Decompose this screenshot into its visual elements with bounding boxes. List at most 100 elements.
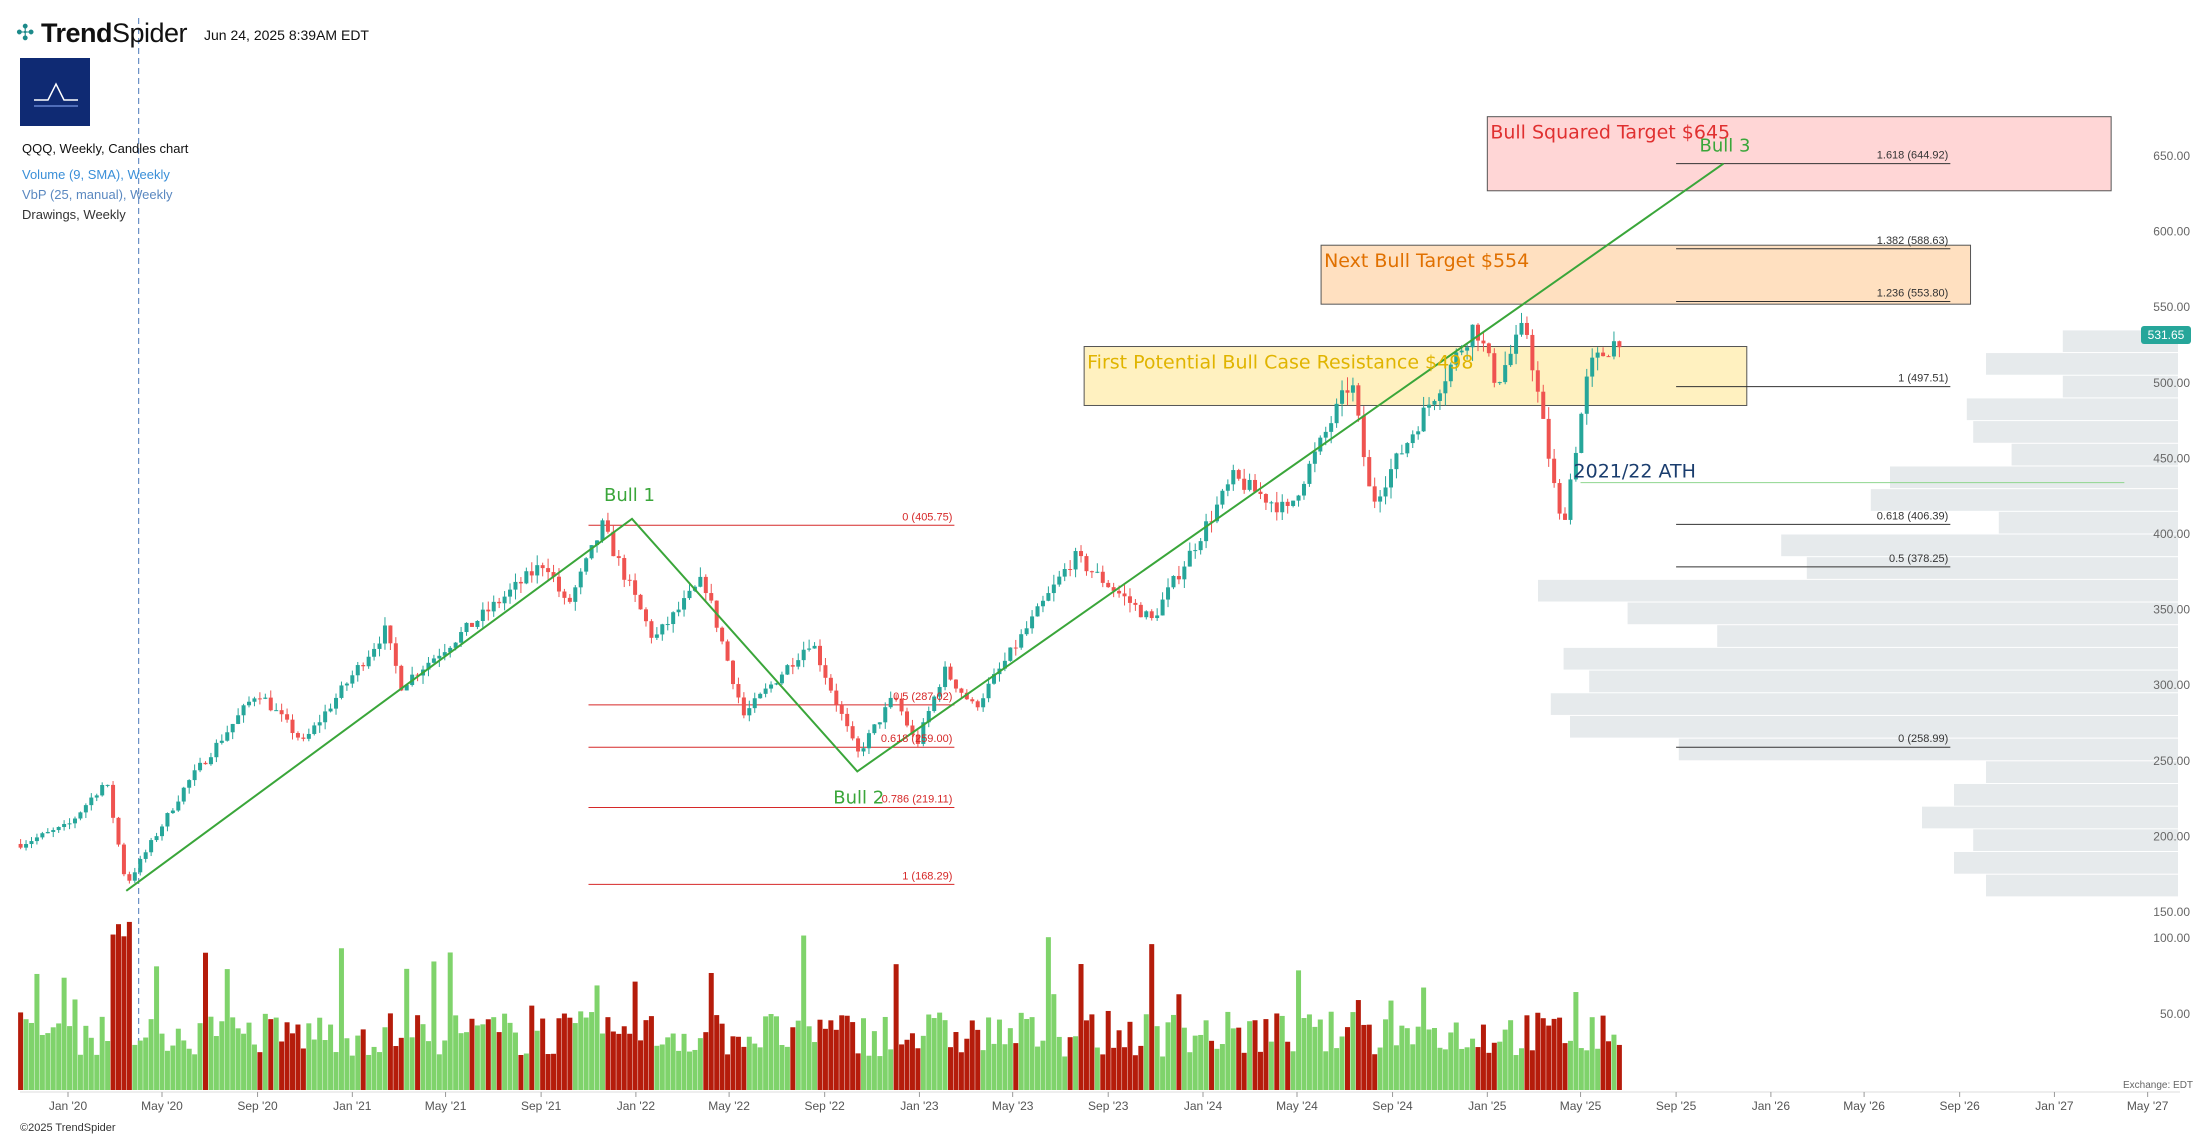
candle[interactable] <box>1421 407 1426 432</box>
candle[interactable] <box>1253 479 1258 492</box>
candle[interactable] <box>295 733 300 738</box>
candle[interactable] <box>676 609 681 613</box>
candle[interactable] <box>1318 437 1323 452</box>
legend-vbp[interactable]: VbP (25, manual), Weekly <box>22 187 173 202</box>
candle[interactable] <box>132 872 137 881</box>
candle[interactable] <box>344 683 349 686</box>
candle[interactable] <box>1051 584 1056 594</box>
candle[interactable] <box>268 697 273 711</box>
candle[interactable] <box>1508 353 1513 366</box>
candle[interactable] <box>34 837 39 842</box>
candle[interactable] <box>350 675 355 684</box>
candle[interactable] <box>513 581 518 590</box>
candle[interactable] <box>1546 418 1551 459</box>
candle[interactable] <box>1225 484 1230 491</box>
candle[interactable] <box>1242 478 1247 490</box>
candle[interactable] <box>671 612 676 625</box>
candle[interactable] <box>567 597 572 602</box>
candle[interactable] <box>187 780 192 788</box>
candle[interactable] <box>1035 606 1040 617</box>
candle[interactable] <box>219 740 224 743</box>
candle[interactable] <box>1427 404 1432 408</box>
candle[interactable] <box>263 697 268 699</box>
candle[interactable] <box>763 688 768 694</box>
candle[interactable] <box>83 805 88 813</box>
candle[interactable] <box>448 647 453 653</box>
candle[interactable] <box>556 576 561 592</box>
bull-trend-line[interactable] <box>125 162 1725 892</box>
candle[interactable] <box>894 697 899 699</box>
candle[interactable] <box>149 840 154 853</box>
candle[interactable] <box>208 757 213 765</box>
candle[interactable] <box>1106 582 1111 588</box>
candle[interactable] <box>1133 602 1138 605</box>
candle[interactable] <box>943 666 948 688</box>
candle[interactable] <box>1361 415 1366 458</box>
candle[interactable] <box>502 596 507 604</box>
candle[interactable] <box>589 545 594 559</box>
candle[interactable] <box>975 701 980 708</box>
candle[interactable] <box>415 674 420 676</box>
candle[interactable] <box>1144 611 1149 618</box>
candle[interactable] <box>1465 347 1470 351</box>
candle[interactable] <box>1008 647 1013 661</box>
candle[interactable] <box>1057 576 1062 585</box>
candle[interactable] <box>752 698 757 709</box>
candle[interactable] <box>665 624 670 626</box>
candle[interactable] <box>1160 599 1165 616</box>
candle[interactable] <box>257 698 262 700</box>
candle[interactable] <box>1503 365 1508 383</box>
candle[interactable] <box>1122 593 1127 597</box>
candle[interactable] <box>540 565 545 569</box>
candle[interactable] <box>491 601 496 612</box>
candle[interactable] <box>1236 470 1241 479</box>
candle[interactable] <box>790 665 795 667</box>
candle[interactable] <box>442 652 447 656</box>
candle[interactable] <box>1030 616 1035 629</box>
candle[interactable] <box>1171 575 1176 588</box>
candle[interactable] <box>1301 483 1306 496</box>
candle[interactable] <box>1372 486 1377 502</box>
candle[interactable] <box>372 648 377 657</box>
candle[interactable] <box>165 813 170 827</box>
candle[interactable] <box>785 665 790 675</box>
candle[interactable] <box>486 609 491 612</box>
candle[interactable] <box>170 810 175 814</box>
candle[interactable] <box>1231 470 1236 485</box>
candle[interactable] <box>616 556 621 559</box>
candle[interactable] <box>1367 457 1372 487</box>
candle[interactable] <box>56 827 61 831</box>
candle[interactable] <box>361 665 366 667</box>
candle[interactable] <box>1356 385 1361 416</box>
candle[interactable] <box>883 707 888 723</box>
candle[interactable] <box>926 711 931 723</box>
candle[interactable] <box>866 733 871 749</box>
candle[interactable] <box>1399 453 1404 455</box>
candle[interactable] <box>812 645 817 649</box>
candle[interactable] <box>437 655 442 659</box>
candle[interactable] <box>1448 364 1453 382</box>
candle[interactable] <box>682 598 687 610</box>
candle[interactable] <box>1084 556 1089 572</box>
candle[interactable] <box>1204 521 1209 542</box>
candle[interactable] <box>1606 356 1611 358</box>
candle[interactable] <box>127 874 132 881</box>
candle[interactable] <box>1470 324 1475 348</box>
candle[interactable] <box>1024 628 1029 635</box>
candle[interactable] <box>241 705 246 716</box>
candle[interactable] <box>529 571 534 576</box>
candle[interactable] <box>1584 376 1589 414</box>
candle[interactable] <box>1019 634 1024 648</box>
candle[interactable] <box>339 685 344 698</box>
candle[interactable] <box>1486 343 1491 354</box>
candle[interactable] <box>1350 385 1355 393</box>
candle[interactable] <box>584 558 589 572</box>
legend-drawings[interactable]: Drawings, Weekly <box>22 207 126 222</box>
candle[interactable] <box>176 801 181 811</box>
candle[interactable] <box>518 581 523 584</box>
candle[interactable] <box>687 590 692 599</box>
candle[interactable] <box>1514 334 1519 354</box>
candle[interactable] <box>1432 400 1437 405</box>
candle[interactable] <box>236 715 241 724</box>
candle[interactable] <box>89 797 94 806</box>
